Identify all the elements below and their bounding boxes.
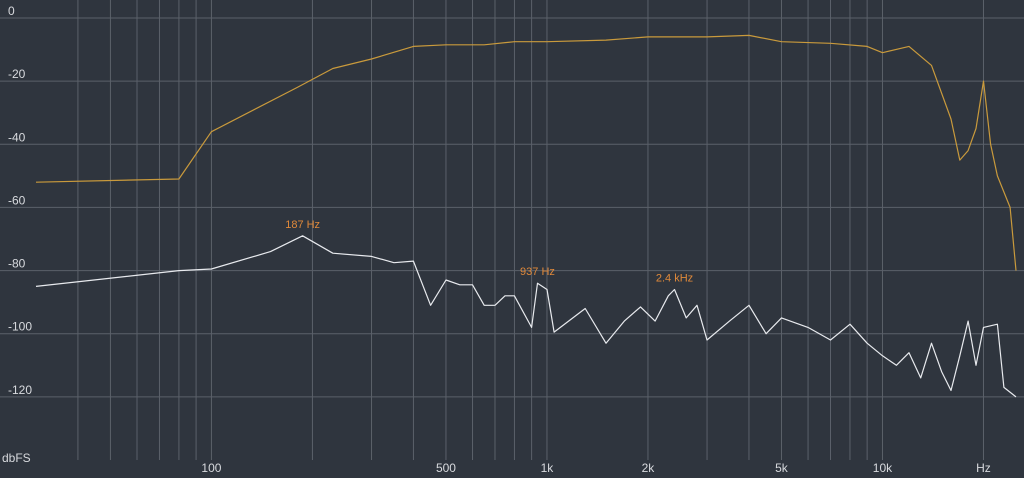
x-tick-label: Hz [976,461,991,475]
series-line [35,34,1017,271]
x-tick-label: 10k [873,461,893,475]
y-axis-label: dbFS [2,451,31,465]
y-tick-label: -100 [8,320,32,334]
peak-annotation: 2.4 kHz [656,273,693,285]
peak-annotation: 187 Hz [285,219,320,231]
x-tick-label: 500 [436,461,456,475]
y-tick-label: -60 [8,193,26,207]
x-tick-label: 2k [642,461,656,475]
y-tick-label: -120 [8,383,32,397]
peak-annotation: 937 Hz [520,266,555,278]
y-tick-label: -40 [8,130,26,144]
y-tick-label: 0 [8,4,15,18]
x-tick-label: 1k [541,461,555,475]
x-tick-label: 5k [775,461,789,475]
y-tick-label: -80 [8,257,26,271]
y-tick-label: -20 [8,67,26,81]
series-line [35,235,1017,398]
x-tick-label: 100 [201,461,221,475]
